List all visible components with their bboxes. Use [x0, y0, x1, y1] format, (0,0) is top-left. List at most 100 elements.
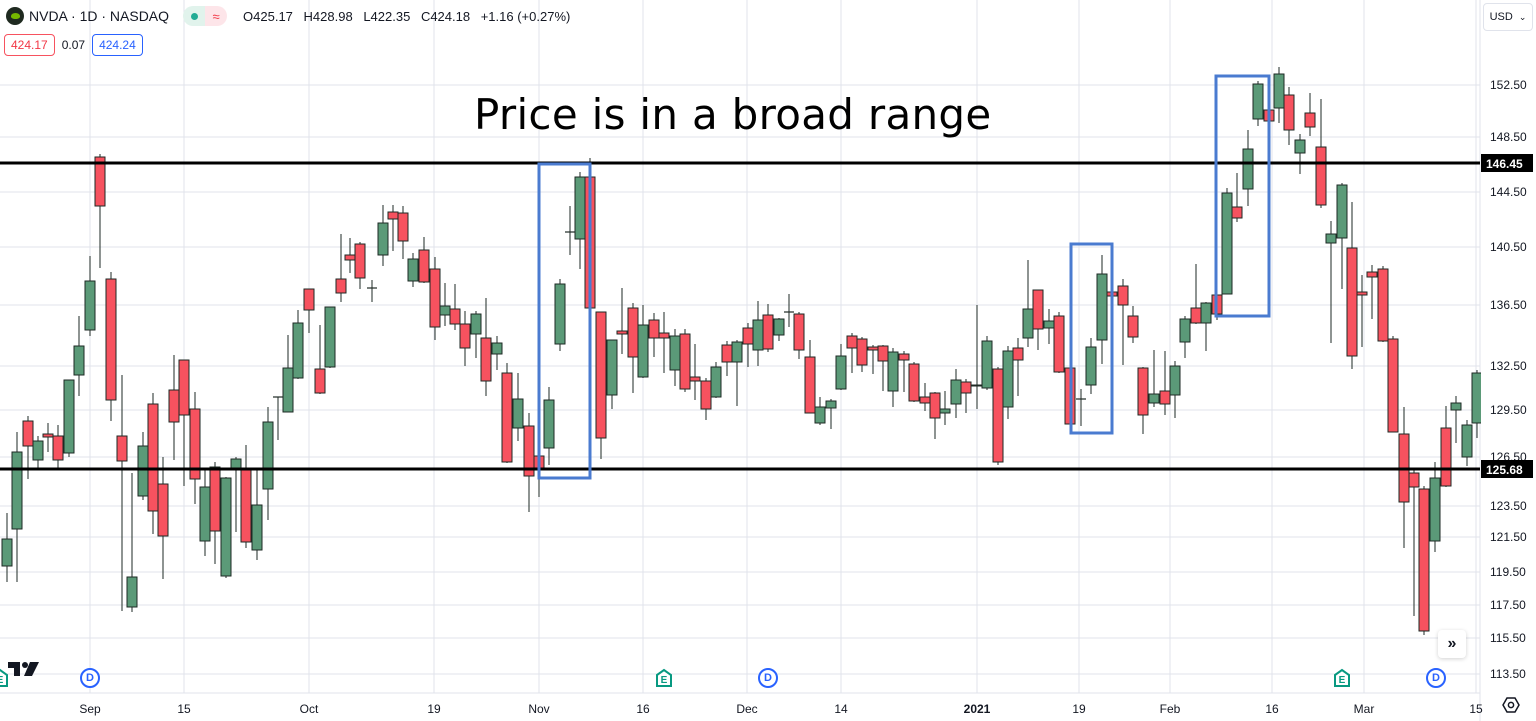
candle — [793, 312, 805, 359]
market-status[interactable]: ≈ — [183, 6, 228, 26]
highlight-box[interactable] — [1214, 74, 1271, 318]
candle — [282, 335, 294, 413]
candle — [1022, 260, 1034, 347]
candle — [240, 445, 252, 548]
candle — [1242, 130, 1254, 206]
candle — [116, 375, 128, 611]
time-tick: Dec — [736, 702, 757, 716]
candle — [648, 313, 660, 357]
price-tick: 121.50 — [1490, 530, 1527, 544]
candle — [1252, 81, 1264, 126]
candle — [209, 462, 221, 564]
open-value: O425.17 — [243, 8, 293, 24]
currency-dropdown[interactable]: USD ⌄ — [1483, 3, 1533, 31]
candle — [1169, 361, 1181, 418]
candle — [1377, 266, 1389, 342]
candle — [367, 280, 377, 302]
candles — [1, 67, 1483, 635]
time-tick: 19 — [427, 702, 441, 716]
highlight-boxes — [0, 74, 1480, 480]
candle — [1, 513, 13, 582]
candle — [429, 257, 441, 340]
price-tick: 123.50 — [1490, 499, 1527, 513]
chart-settings-button[interactable] — [1498, 693, 1524, 717]
candle — [1117, 279, 1129, 365]
svg-text:E: E — [1339, 675, 1346, 686]
candle — [168, 355, 180, 460]
time-tick: Feb — [1160, 702, 1181, 716]
candle — [1336, 183, 1348, 289]
time-tick: Mar — [1354, 702, 1375, 716]
candle — [543, 387, 555, 465]
dividend-marker-icon[interactable]: D — [1426, 668, 1446, 688]
candle — [742, 323, 754, 367]
candle — [344, 238, 356, 273]
time-axis[interactable]: Sep 15 Oct 19 Nov 16 Dec 14 2021 19 Feb 16 Mar 15 — [79, 702, 1483, 716]
candle — [1387, 336, 1399, 433]
price-tick: 113.50 — [1490, 667, 1526, 681]
price-tick: 115.50 — [1490, 631, 1526, 645]
candle — [1032, 289, 1044, 350]
time-tick: 15 — [177, 702, 191, 716]
candle — [418, 237, 430, 283]
candle — [335, 234, 347, 302]
candle — [1127, 306, 1139, 343]
candle — [292, 310, 304, 379]
candle — [856, 337, 868, 372]
symbol-legend: NVDA · 1D · NASDAQ ≈ O425.17 H428.98 L42… — [6, 6, 577, 26]
scroll-to-realtime-button[interactable]: » — [1438, 630, 1466, 658]
earnings-marker-icon[interactable]: E — [1332, 668, 1352, 688]
candle — [1461, 420, 1473, 466]
change-value: +1.16 (+0.27%) — [480, 8, 571, 24]
candle — [354, 242, 366, 289]
earnings-marker-icon[interactable]: E — [0, 668, 10, 688]
sell-button[interactable]: 424.17 — [4, 34, 55, 56]
candle — [1304, 93, 1316, 136]
candle — [658, 312, 670, 373]
candle — [303, 288, 315, 333]
candle — [459, 311, 471, 366]
candle — [669, 329, 681, 386]
tradingview-logo-icon[interactable] — [8, 660, 42, 678]
symbol-title[interactable]: NVDA · 1D · NASDAQ — [29, 8, 170, 24]
candle — [898, 351, 910, 392]
time-tick: 2021 — [964, 702, 991, 716]
delayed-wave-icon: ≈ — [205, 6, 228, 26]
time-tick: 16 — [1265, 702, 1279, 716]
candle — [523, 413, 535, 512]
close-value: C424.18 — [420, 8, 471, 24]
svg-text:E: E — [661, 675, 668, 686]
candle — [251, 470, 263, 560]
candle — [178, 359, 190, 486]
price-axis[interactable]: 152.50 148.50 144.50 140.50 136.50 132.50 129.… — [1481, 0, 1536, 721]
dividend-marker-icon[interactable]: D — [758, 668, 778, 688]
highlight-box[interactable] — [537, 162, 592, 480]
market-open-dot-icon — [183, 6, 206, 26]
candle — [1315, 99, 1327, 208]
candle — [637, 305, 649, 378]
buy-button[interactable]: 424.24 — [92, 34, 143, 56]
price-tick: 117.50 — [1490, 598, 1526, 612]
candle — [919, 383, 931, 411]
candle — [1398, 407, 1410, 548]
price-tick: 129.50 — [1490, 403, 1527, 417]
candle — [710, 362, 722, 398]
candle — [846, 333, 858, 373]
currency-label: USD — [1489, 11, 1513, 23]
candle — [491, 336, 503, 370]
candle — [470, 311, 482, 358]
candle — [627, 303, 639, 393]
candle — [407, 253, 419, 287]
highlight-box[interactable] — [1069, 242, 1114, 435]
candle — [1429, 462, 1441, 552]
dividend-marker-icon[interactable]: D — [80, 668, 100, 688]
gear-hexagon-icon — [1502, 697, 1520, 713]
ohlc-values: O425.17 H428.98 L422.35 C424.18 +1.16 (+… — [243, 9, 577, 24]
candle — [606, 339, 618, 409]
candle — [814, 397, 826, 425]
candle — [11, 432, 23, 582]
earnings-marker-icon[interactable]: E — [654, 668, 674, 688]
candle — [262, 407, 274, 520]
candle — [929, 392, 941, 439]
